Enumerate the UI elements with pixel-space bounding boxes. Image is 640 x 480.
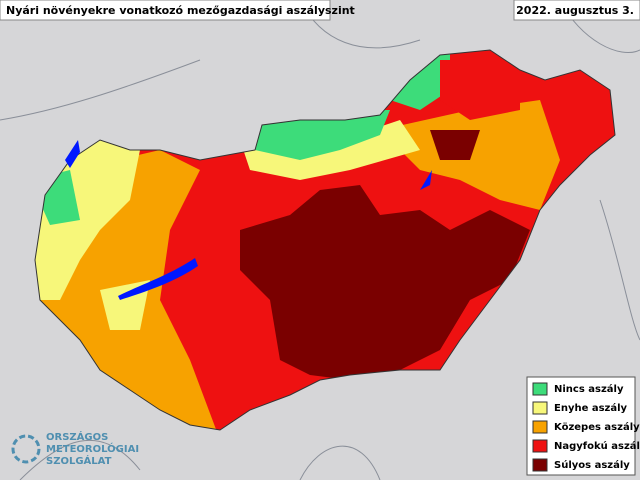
lake-tisza <box>420 170 432 190</box>
region <box>440 60 520 120</box>
legend-label: Enyhe aszály <box>554 402 628 414</box>
legend-label: Nincs aszály <box>554 383 624 395</box>
region <box>250 110 390 160</box>
legend-label: Nagyfokú aszály <box>554 440 640 452</box>
legend-label: Közepes aszály <box>554 421 640 433</box>
lake-ferto <box>65 140 80 168</box>
logo-text: ORSZÁGOS <box>46 430 108 443</box>
logo-icon <box>11 434 41 464</box>
legend: Nincs aszály Enyhe aszály Közepes aszály Na… <box>526 376 640 476</box>
date-box <box>513 0 640 21</box>
logo-text: METEOROLÓGIAI <box>46 442 139 455</box>
date: 2022. augusztus 3. <box>516 4 634 17</box>
legend-label: Súlyos aszály <box>554 459 630 471</box>
legend-swatch <box>532 401 548 415</box>
region <box>240 185 530 380</box>
legend-swatch <box>532 458 548 472</box>
legend-swatch <box>532 420 548 434</box>
title: Nyári növényekre vonatkozó mezőgazdasági… <box>6 4 355 17</box>
logo-text: SZOLGÁLAT <box>46 454 112 467</box>
logo: ORSZÁGOS METEOROLÓGIAI SZOLGÁLAT <box>11 430 139 467</box>
legend-swatch <box>532 382 548 396</box>
lake-balaton <box>118 258 198 300</box>
region <box>430 130 480 160</box>
title-box <box>0 0 331 21</box>
legend-swatch <box>532 439 548 453</box>
country-outline <box>34 49 616 431</box>
